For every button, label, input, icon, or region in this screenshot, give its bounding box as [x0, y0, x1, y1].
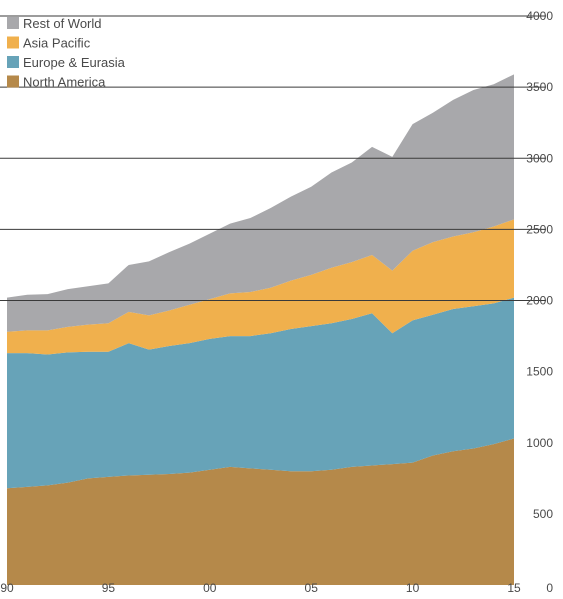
- x-axis: 90 95 00 05 10 15: [0, 581, 521, 595]
- series-areas: [7, 74, 514, 585]
- y-tick-label: 1000: [526, 436, 553, 450]
- legend-label-europe-eurasia: Europe & Eurasia: [23, 55, 126, 70]
- y-tick-label: 2500: [526, 222, 553, 236]
- legend: Rest of World Asia Pacific Europe & Eurasi…: [7, 16, 126, 90]
- area-rest-of-world: [7, 74, 514, 332]
- x-tick-label: 05: [305, 581, 319, 595]
- legend-swatch-asia-pacific: [7, 36, 19, 49]
- legend-label-asia-pacific: Asia Pacific: [23, 36, 91, 51]
- y-tick-label: 2000: [526, 294, 553, 308]
- legend-swatch-rest-of-world: [7, 17, 19, 29]
- legend-label-rest-of-world: Rest of World: [23, 16, 102, 31]
- legend-label-north-america: North America: [23, 75, 106, 90]
- area-asia-pacific: [7, 219, 514, 355]
- x-tick-label: 90: [0, 581, 14, 595]
- x-tick-label: 00: [203, 581, 217, 595]
- y-tick-label: 500: [533, 507, 553, 521]
- y-tick-label: 1500: [526, 365, 553, 379]
- x-tick-label: 95: [102, 581, 116, 595]
- x-tick-label: 10: [406, 581, 420, 595]
- legend-swatch-north-america: [7, 75, 19, 88]
- gridlines: [0, 15, 546, 301]
- legend-swatch-europe-eurasia: [7, 56, 19, 68]
- y-tick-label: 3500: [526, 80, 553, 94]
- area-north-america: [7, 438, 514, 585]
- y-axis: 0 500 1000 1500 2000 2500 3000 3500 4000: [526, 9, 553, 595]
- y-tick-label: 4000: [526, 9, 553, 23]
- area-europe-eurasia: [7, 297, 514, 489]
- y-tick-label: 0: [546, 581, 553, 595]
- y-tick-label: 3000: [526, 151, 553, 165]
- x-tick-label: 15: [507, 581, 521, 595]
